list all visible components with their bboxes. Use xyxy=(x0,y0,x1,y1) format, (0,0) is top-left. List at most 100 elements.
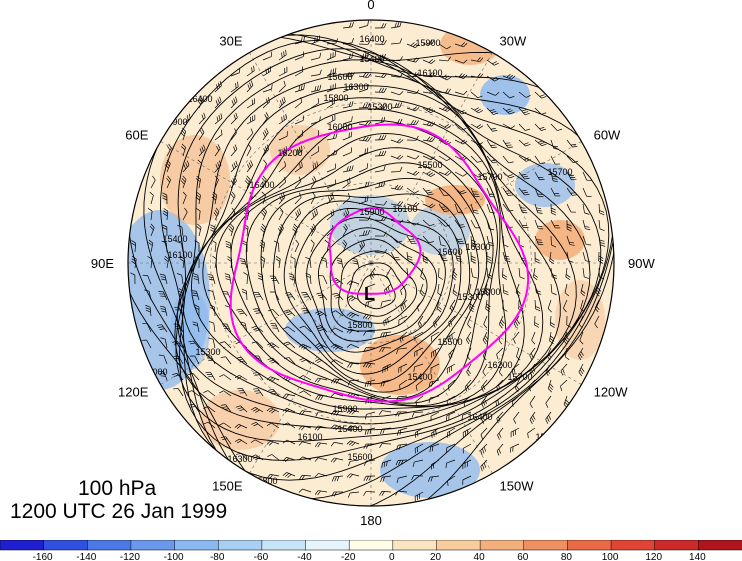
wind-barb xyxy=(203,421,216,429)
wind-barb xyxy=(282,407,296,413)
wind-barb xyxy=(239,258,248,269)
wind-barb xyxy=(518,187,530,196)
wind-barb xyxy=(214,80,222,93)
wind-barb xyxy=(260,223,266,237)
wind-barb xyxy=(246,143,252,157)
wind-barb xyxy=(363,491,376,496)
wind-barb xyxy=(174,307,184,317)
wind-barb xyxy=(363,443,376,449)
anomaly-patch xyxy=(360,335,440,395)
wind-barb xyxy=(454,139,468,145)
wind-barb xyxy=(422,59,436,64)
wind-barb xyxy=(566,219,572,232)
wind-barb xyxy=(454,90,468,95)
wind-barb xyxy=(346,295,360,302)
anomaly-patch xyxy=(200,390,280,450)
wind-barb xyxy=(386,267,392,281)
wind-barb xyxy=(534,203,543,214)
wind-barb xyxy=(550,155,561,165)
wind-barb xyxy=(162,192,168,205)
longitude-label: 60E xyxy=(125,128,148,143)
wind-barb xyxy=(545,411,552,424)
wind-barb xyxy=(406,106,420,112)
wind-barb xyxy=(502,139,513,148)
wind-barb xyxy=(516,347,521,361)
wind-barb xyxy=(390,56,403,62)
wind-barb xyxy=(545,363,552,376)
wind-barb xyxy=(397,427,408,436)
wind-barb xyxy=(438,123,452,129)
wind-barb xyxy=(448,315,456,328)
wind-barb xyxy=(305,272,312,285)
anomaly-patch xyxy=(425,185,485,215)
wind-barb xyxy=(411,411,424,418)
wind-barb xyxy=(315,395,328,401)
wind-barb xyxy=(166,143,172,157)
wind-barb xyxy=(468,283,474,297)
wind-barb xyxy=(438,251,448,261)
wind-barb xyxy=(342,223,348,237)
wind-barb xyxy=(213,207,220,221)
contour-label: 15400 xyxy=(359,54,384,64)
wind-barb xyxy=(314,358,328,365)
wind-barb xyxy=(528,379,536,392)
wind-barb xyxy=(515,283,521,297)
wind-barb xyxy=(294,84,305,93)
wind-barb xyxy=(159,305,168,317)
wind-barb xyxy=(310,223,317,237)
wind-barb xyxy=(278,113,287,125)
wind-barb xyxy=(399,331,408,343)
contour-label: 15400 xyxy=(162,234,187,244)
wind-barb xyxy=(390,235,403,243)
wind-barb xyxy=(566,315,572,328)
wind-barb xyxy=(180,175,187,189)
wind-barb xyxy=(130,272,136,285)
wind-barb xyxy=(498,315,505,329)
latitude-circle xyxy=(210,102,532,424)
wind-barb xyxy=(430,363,440,374)
wind-barb xyxy=(406,170,420,176)
contour-label: 16100 xyxy=(417,68,442,78)
wind-barb xyxy=(380,427,392,434)
wind-barb xyxy=(563,299,568,313)
contour-label: 16200 xyxy=(277,148,302,158)
wind-barb xyxy=(446,411,456,421)
contour-label: 15500 xyxy=(417,160,442,170)
wind-barb xyxy=(566,187,578,196)
wind-barb xyxy=(330,457,344,463)
wind-barb xyxy=(346,280,360,286)
wind-barb xyxy=(374,150,387,157)
wind-barb xyxy=(417,315,424,329)
wind-barb xyxy=(470,91,483,99)
wind-barb xyxy=(381,459,392,468)
wind-barb xyxy=(342,193,351,205)
wind-barb xyxy=(413,363,424,372)
wind-barb xyxy=(546,347,552,361)
wind-barb xyxy=(422,107,436,114)
wind-barb xyxy=(486,123,498,132)
wind-barb xyxy=(246,65,255,77)
wind-barb xyxy=(438,219,451,227)
wind-barb xyxy=(566,155,579,163)
wind-barb xyxy=(438,170,452,176)
wind-barb xyxy=(502,187,513,196)
wind-barb xyxy=(550,283,557,296)
wind-barb xyxy=(266,440,280,446)
wind-barb xyxy=(294,36,305,45)
wind-barb xyxy=(227,256,233,269)
wind-barb xyxy=(365,283,376,293)
wind-barb xyxy=(177,225,184,237)
wind-barb xyxy=(374,180,386,189)
wind-barb xyxy=(331,310,344,317)
wind-barb xyxy=(299,325,312,333)
wind-barb xyxy=(534,171,545,181)
wind-barb xyxy=(358,52,369,61)
wind-barb xyxy=(278,96,286,109)
longitude-label: 150W xyxy=(500,479,535,494)
wind-barb xyxy=(454,187,467,195)
wind-barb xyxy=(406,251,413,264)
contour-label: 16000 xyxy=(327,122,352,132)
wind-barb xyxy=(464,379,472,392)
wind-barb xyxy=(262,66,271,77)
colorbar-box xyxy=(523,540,569,551)
